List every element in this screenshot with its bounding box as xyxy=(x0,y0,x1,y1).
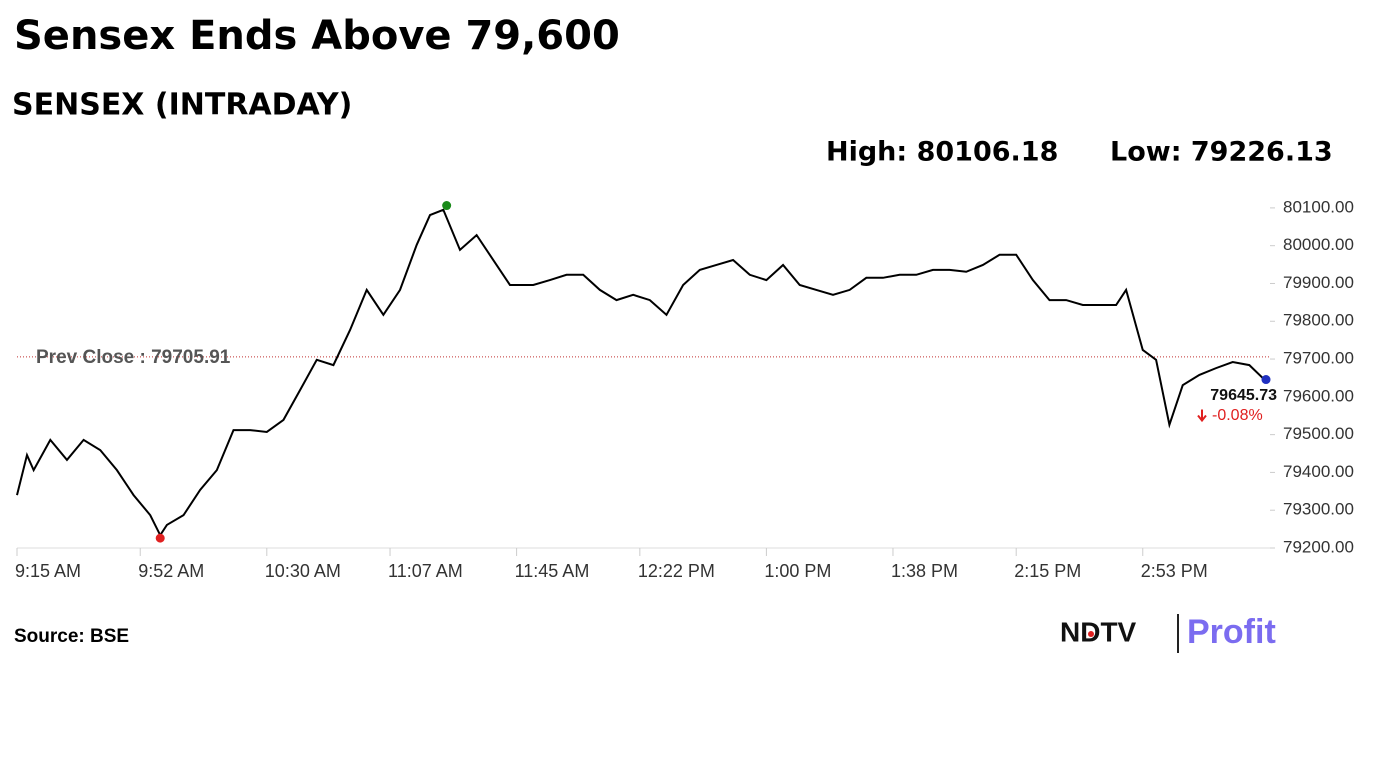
y-tick-label: 79300.00 xyxy=(1283,500,1354,519)
x-tick-label: 9:52 AM xyxy=(138,561,204,581)
brand: NDTV xyxy=(1060,616,1137,647)
last-label: 79645.73 xyxy=(1210,387,1277,404)
y-tick-label: 80000.00 xyxy=(1283,235,1354,254)
x-tick-label: 11:07 AM xyxy=(388,561,463,581)
y-tick-label: 79200.00 xyxy=(1283,537,1354,556)
x-tick-label: 12:22 PM xyxy=(638,561,715,581)
source: Source: BSE xyxy=(14,626,129,647)
brand-sub: Profit xyxy=(1187,613,1276,651)
x-tick-label: 10:30 AM xyxy=(265,561,341,581)
last-point xyxy=(1261,375,1271,385)
high-label: High: 80106.18 xyxy=(826,137,1058,168)
y-tick-label: 79900.00 xyxy=(1283,273,1354,292)
y-tick-label: 79400.00 xyxy=(1283,462,1354,481)
high-point xyxy=(442,201,452,211)
brand-dot xyxy=(1088,631,1094,637)
x-tick-label: 1:00 PM xyxy=(764,561,831,581)
chart-subtitle: SENSEX (INTRADAY) xyxy=(12,88,352,123)
x-tick-label: 11:45 AM xyxy=(515,561,590,581)
y-tick-label: 79800.00 xyxy=(1283,311,1354,330)
x-tick-label: 2:15 PM xyxy=(1014,561,1081,581)
y-tick-label: 80100.00 xyxy=(1283,197,1354,216)
chart-title: Sensex Ends Above 79,600 xyxy=(14,13,620,59)
y-tick-label: 79700.00 xyxy=(1283,349,1354,368)
prev-close-label: Prev Close : 79705.91 xyxy=(36,347,231,368)
low-label: Low: 79226.13 xyxy=(1110,137,1333,168)
x-tick-label: 1:38 PM xyxy=(891,561,958,581)
change-label: -0.08% xyxy=(1212,407,1263,424)
y-tick-label: 79500.00 xyxy=(1283,424,1354,443)
price-line xyxy=(16,208,1267,538)
x-tick-label: 2:53 PM xyxy=(1141,561,1208,581)
x-tick-label: 9:15 AM xyxy=(15,561,81,581)
y-tick-label: 79600.00 xyxy=(1283,386,1354,405)
low-point xyxy=(155,533,165,543)
down-arrow xyxy=(1197,409,1207,423)
